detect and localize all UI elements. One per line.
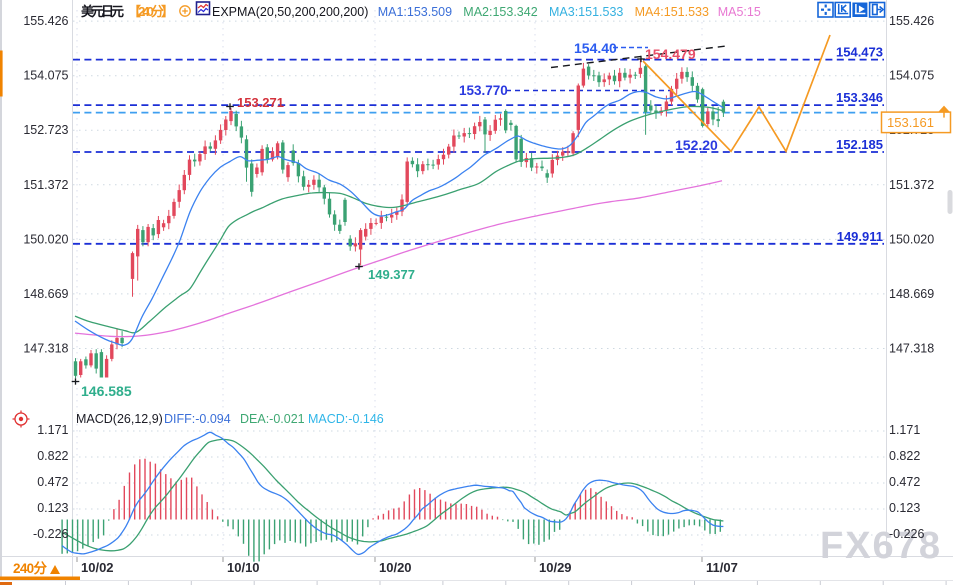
svg-text:153.161: 153.161 (887, 115, 934, 130)
svg-text:152.723: 152.723 (23, 123, 68, 137)
svg-text:146.585: 146.585 (81, 383, 132, 399)
svg-text:154.40: 154.40 (574, 40, 617, 56)
svg-text:150.020: 150.020 (889, 232, 934, 246)
svg-text:148.669: 148.669 (889, 287, 934, 301)
svg-text:MA4:151.533: MA4:151.533 (635, 5, 709, 19)
svg-text:11/07: 11/07 (706, 560, 738, 575)
svg-text:154.473: 154.473 (836, 45, 883, 60)
svg-text:149.911: 149.911 (837, 229, 883, 244)
svg-text:美元日元: 美元日元 (81, 4, 124, 19)
svg-text:EXPMA(20,50,200,200,200): EXPMA(20,50,200,200,200) (212, 5, 368, 19)
svg-text:147.318: 147.318 (889, 342, 934, 356)
svg-text:10/29: 10/29 (539, 560, 572, 575)
svg-text:240分: 240分 (13, 561, 48, 576)
svg-text:154.075: 154.075 (23, 69, 68, 83)
svg-text:154.479: 154.479 (645, 46, 696, 62)
svg-text:0.123: 0.123 (37, 501, 68, 515)
svg-text:151.372: 151.372 (889, 178, 934, 192)
svg-text:155.426: 155.426 (23, 14, 68, 28)
svg-text:0.822: 0.822 (889, 449, 920, 463)
svg-text:0.822: 0.822 (37, 449, 68, 463)
svg-text:149.377: 149.377 (368, 267, 415, 282)
svg-text:153.770: 153.770 (459, 83, 508, 98)
svg-text:DEA:-0.021: DEA:-0.021 (240, 412, 305, 426)
svg-text:-0.226: -0.226 (33, 527, 68, 541)
svg-text:DIFF:-0.094: DIFF:-0.094 (164, 412, 231, 426)
svg-text:MACD:-0.146: MACD:-0.146 (308, 412, 384, 426)
svg-text:0.472: 0.472 (37, 475, 68, 489)
svg-text:0.472: 0.472 (889, 475, 920, 489)
svg-text:1.171: 1.171 (37, 423, 68, 437)
svg-text:1.171: 1.171 (889, 423, 920, 437)
svg-text:153.271: 153.271 (237, 95, 284, 110)
svg-text:155.426: 155.426 (889, 14, 934, 28)
svg-text:-0.226: -0.226 (889, 527, 924, 541)
svg-text:MA3:151.533: MA3:151.533 (549, 5, 623, 19)
svg-text:MA1:153.509: MA1:153.509 (378, 5, 452, 19)
svg-text:10/02: 10/02 (81, 560, 114, 575)
svg-text:10/20: 10/20 (379, 560, 412, 575)
svg-text:148.669: 148.669 (23, 287, 68, 301)
svg-text:153.346: 153.346 (836, 90, 883, 105)
svg-text:154.075: 154.075 (889, 69, 934, 83)
svg-text:FX678: FX678 (820, 525, 942, 567)
svg-text:MACD(26,12,9): MACD(26,12,9) (76, 412, 163, 426)
svg-text:152.20: 152.20 (675, 137, 718, 153)
svg-text:150.020: 150.020 (23, 232, 68, 246)
svg-text:MA2:153.342: MA2:153.342 (463, 5, 537, 19)
svg-text:151.372: 151.372 (23, 178, 68, 192)
svg-text:152.185: 152.185 (836, 137, 883, 152)
svg-text:MA5:15: MA5:15 (718, 5, 761, 19)
svg-text:【240分】: 【240分】 (128, 4, 174, 19)
svg-text:147.318: 147.318 (23, 342, 68, 356)
svg-text:10/10: 10/10 (227, 560, 260, 575)
svg-text:0.123: 0.123 (889, 501, 920, 515)
